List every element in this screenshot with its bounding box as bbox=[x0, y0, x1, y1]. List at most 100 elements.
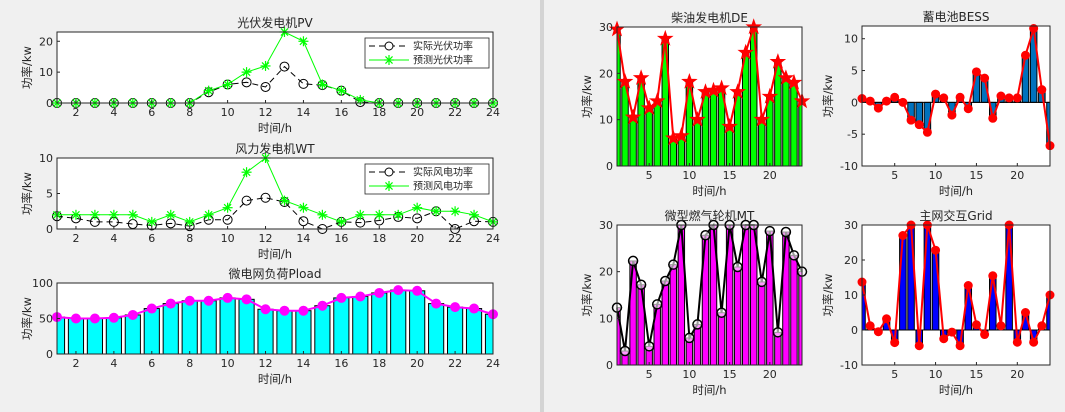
data-point bbox=[1037, 321, 1047, 331]
data-point bbox=[451, 207, 460, 216]
bar bbox=[733, 266, 742, 365]
x-tick-label: 15 bbox=[723, 368, 737, 381]
data-point bbox=[108, 312, 119, 323]
x-tick-label: 20 bbox=[1010, 169, 1024, 182]
data-point bbox=[865, 321, 875, 331]
y-tick-label: 30 bbox=[599, 219, 613, 232]
bar bbox=[725, 126, 734, 166]
x-tick-label: 12 bbox=[259, 357, 273, 370]
bar bbox=[709, 89, 718, 166]
bar bbox=[725, 225, 734, 365]
bar bbox=[790, 82, 798, 166]
data-point bbox=[713, 79, 730, 96]
bar bbox=[276, 310, 293, 354]
bar bbox=[257, 308, 274, 354]
x-tick-label: 18 bbox=[372, 232, 386, 245]
chart-title: 光伏发电机PV bbox=[237, 15, 313, 30]
data-point bbox=[450, 302, 461, 313]
data-point bbox=[721, 117, 738, 134]
data-point bbox=[223, 203, 232, 212]
bar bbox=[333, 297, 350, 354]
y-tick-label: 5 bbox=[851, 65, 858, 78]
legend-marker bbox=[384, 41, 394, 51]
data-point bbox=[865, 96, 875, 106]
y-tick-label: -10 bbox=[840, 359, 858, 372]
data-point bbox=[681, 73, 698, 89]
data-point bbox=[890, 92, 900, 102]
data-point bbox=[684, 332, 695, 344]
chart-title: 蓄电池BESS bbox=[922, 10, 989, 24]
data-point bbox=[241, 195, 252, 206]
y-tick-label: 0 bbox=[851, 96, 858, 109]
bar bbox=[750, 27, 758, 166]
axes-frame bbox=[861, 25, 1051, 167]
data-point bbox=[996, 321, 1006, 331]
bar bbox=[758, 119, 766, 166]
x-tick-label: 20 bbox=[410, 106, 424, 119]
bar bbox=[758, 281, 766, 365]
x-tick-label: 10 bbox=[221, 232, 235, 245]
data-point bbox=[1020, 308, 1030, 317]
chart-title: 微型燃气轮机MT bbox=[665, 208, 755, 223]
x-tick-label: 5 bbox=[891, 169, 898, 182]
data-point bbox=[242, 68, 251, 77]
x-tick-label: 8 bbox=[186, 106, 193, 119]
bar bbox=[219, 297, 236, 354]
bar bbox=[741, 51, 750, 166]
data-point bbox=[222, 292, 233, 303]
x-tick-label: 10 bbox=[929, 169, 943, 182]
y-tick-label: 0 bbox=[606, 359, 613, 372]
bar bbox=[907, 225, 915, 331]
data-point bbox=[692, 319, 703, 330]
y-tick-label: 0 bbox=[46, 223, 53, 236]
x-tick-label: 6 bbox=[148, 232, 155, 245]
data-point bbox=[413, 203, 422, 212]
data-point bbox=[955, 341, 965, 351]
x-tick-label: 10 bbox=[682, 368, 696, 381]
data-point bbox=[971, 67, 981, 77]
data-point bbox=[375, 210, 384, 219]
x-tick-label: 2 bbox=[72, 357, 79, 370]
bar bbox=[782, 77, 790, 166]
data-point bbox=[223, 80, 232, 89]
data-point bbox=[204, 86, 213, 95]
data-point bbox=[931, 245, 941, 255]
bar bbox=[774, 61, 782, 166]
x-tick-label: 4 bbox=[110, 106, 117, 119]
data-point bbox=[785, 73, 803, 90]
y-axis-label: 功率/kw bbox=[821, 75, 835, 118]
y-tick-label: 20 bbox=[599, 67, 613, 80]
data-point bbox=[660, 275, 671, 287]
data-point bbox=[146, 303, 157, 314]
legend-label: 预测风电功率 bbox=[413, 180, 473, 193]
x-tick-label: 24 bbox=[486, 357, 500, 370]
data-point bbox=[873, 103, 883, 113]
data-point bbox=[648, 92, 666, 109]
y-tick-label: 10 bbox=[844, 289, 858, 302]
x-tick-label: 22 bbox=[448, 232, 462, 245]
x-tick-label: 20 bbox=[410, 232, 424, 245]
data-point bbox=[963, 104, 973, 114]
data-point bbox=[882, 314, 892, 324]
bar bbox=[766, 96, 774, 166]
data-point bbox=[89, 313, 100, 324]
data-point bbox=[412, 213, 423, 224]
bar bbox=[931, 249, 940, 331]
x-tick-label: 12 bbox=[259, 106, 273, 119]
data-point bbox=[318, 80, 327, 89]
legend-marker bbox=[385, 182, 393, 190]
x-tick-label: 14 bbox=[296, 106, 310, 119]
data-point bbox=[980, 330, 990, 340]
data-point bbox=[261, 61, 270, 70]
x-tick-label: 14 bbox=[296, 232, 310, 245]
data-point bbox=[780, 226, 792, 238]
data-point bbox=[996, 91, 1006, 101]
x-tick-label: 10 bbox=[221, 357, 235, 370]
y-tick-label: 30 bbox=[599, 21, 613, 34]
y-tick-label: 0 bbox=[46, 348, 53, 361]
axes-frame bbox=[616, 26, 803, 167]
data-point bbox=[298, 78, 309, 89]
data-point bbox=[656, 29, 674, 46]
